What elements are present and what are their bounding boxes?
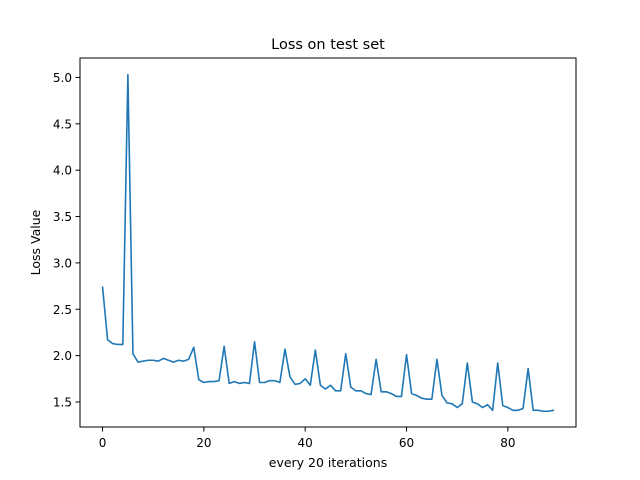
x-tick-label: 40: [298, 436, 313, 450]
x-axis: 0 20 40 60 80: [99, 427, 515, 450]
y-tick-label: 2.5: [53, 303, 72, 317]
y-tick-label: 5.0: [53, 71, 72, 85]
chart-title: Loss on test set: [271, 37, 385, 53]
y-tick-label: 4.5: [53, 117, 72, 131]
x-tick-label: 60: [399, 436, 414, 450]
x-tick-label: 20: [196, 436, 211, 450]
x-tick-label: 0: [99, 436, 107, 450]
y-tick-label: 2.0: [53, 349, 72, 363]
plot-area: [101, 73, 555, 413]
y-tick-label: 4.0: [53, 164, 72, 178]
y-tick-label: 1.5: [53, 395, 72, 409]
y-axis-label: Loss Value: [28, 209, 43, 275]
plot-frame: [79, 57, 577, 428]
y-tick-label: 3.5: [53, 210, 72, 224]
x-tick-label: 80: [500, 436, 515, 450]
x-axis-label: every 20 iterations: [269, 455, 388, 470]
loss-series-line: [101, 73, 555, 413]
y-tick-label: 3.0: [53, 256, 72, 270]
y-axis: 1.5 2.0 2.5 3.0 3.5 4.0 4.5 5.0: [53, 71, 80, 409]
